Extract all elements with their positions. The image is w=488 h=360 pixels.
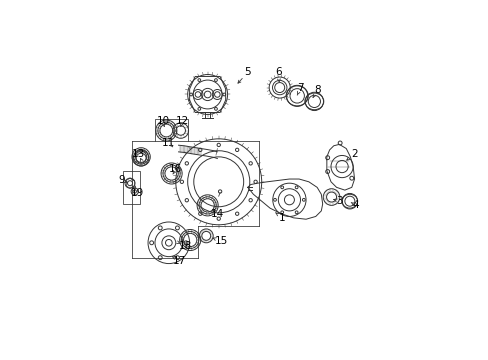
Text: 8: 8: [313, 85, 320, 95]
Text: 13: 13: [131, 149, 144, 159]
Text: 6: 6: [274, 67, 281, 77]
Text: 3: 3: [335, 196, 342, 206]
Text: 18: 18: [179, 240, 192, 251]
Text: 15: 15: [214, 237, 228, 246]
Text: 12: 12: [176, 116, 189, 126]
Bar: [123, 171, 140, 204]
Text: 9: 9: [118, 175, 125, 185]
Text: 14: 14: [210, 209, 224, 219]
Text: 2: 2: [350, 149, 357, 159]
Text: 4: 4: [352, 201, 359, 210]
Text: 11: 11: [162, 138, 175, 148]
Text: 16: 16: [169, 164, 182, 174]
Text: 7: 7: [297, 82, 303, 93]
Text: 17: 17: [173, 256, 186, 266]
Text: 19: 19: [130, 188, 143, 198]
Bar: [155, 119, 188, 141]
Text: 5: 5: [244, 67, 251, 77]
Text: 1: 1: [279, 213, 285, 223]
Text: 10: 10: [157, 116, 169, 126]
